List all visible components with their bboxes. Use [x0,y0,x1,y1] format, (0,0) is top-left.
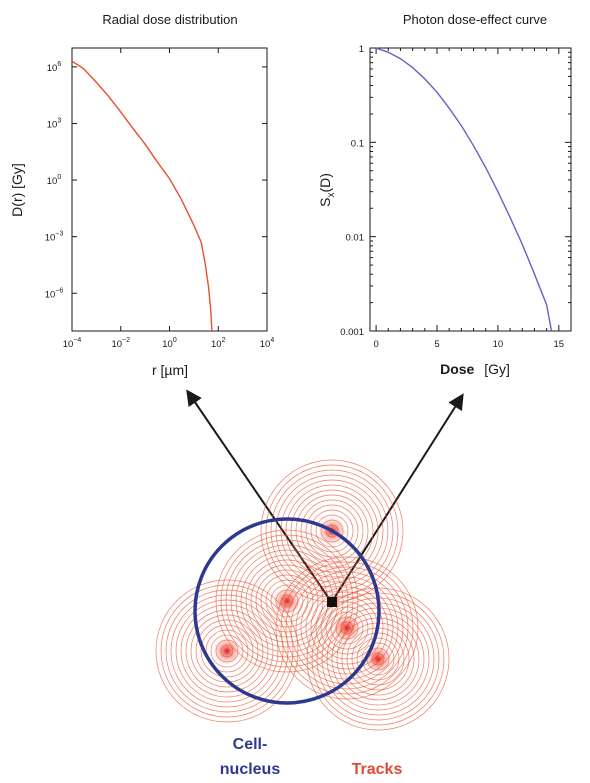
track-ring [310,591,384,665]
track-ring [255,569,319,633]
radial-dose-y-label: D(r) [Gy] [9,163,25,217]
radial-dose-frame [71,47,268,332]
track-ring [200,624,254,678]
track-ring [305,586,389,670]
photon-x-label: Dose [Gy] [440,361,510,377]
photon-dose-effect-title: Photon dose-effect curve [403,12,547,27]
track-ring [305,504,359,558]
photon-y-ticks: 1 0.1 0.01 0.001 [340,44,571,338]
point-of-interest-marker [327,597,337,607]
radial-dose-y-ticks: 106 103 100 10−3 10−6 [45,61,267,300]
radial-x-tick-label: 10−4 [63,337,82,350]
arrow-to-dose-effect [332,393,464,601]
photon-x-tick-label: 10 [493,339,504,350]
radial-y-tick-label: 103 [47,117,62,130]
photon-x-tick-label: 5 [434,339,439,350]
radial-dose-x-ticks: 10−4 10−2 100 102 104 [63,48,275,350]
track-ring [295,494,369,568]
track-ring [230,544,344,658]
track-ring [155,579,299,723]
photon-survival-curve [375,47,553,332]
track-ring [185,609,269,693]
track-ring [361,642,395,676]
track-core [333,614,361,642]
photon-y-label: Sx(D) [317,173,337,207]
track-ring [265,579,309,623]
track-ring [160,584,294,718]
tracks-label: Tracks [352,761,403,778]
track-ring [290,489,374,573]
photon-y-tick-label: 0.1 [351,138,364,149]
track-ring [180,604,274,698]
photon-x-tick-label: 15 [554,339,565,350]
photon-y-tick-label: 0.001 [340,327,364,338]
ion-track [260,459,404,603]
radial-y-tick-label: 106 [47,61,62,74]
ion-track [155,579,299,723]
photon-x-ticks: 0 5 10 15 [373,48,564,350]
radial-x-tick-label: 100 [162,337,177,350]
track-ring [280,561,414,695]
photon-dose-effect-frame [369,47,572,332]
track-ring [190,614,264,688]
radial-dose-x-label: r [µm] [152,362,188,378]
track-ring [356,637,400,681]
radial-y-tick-label: 10−3 [45,231,64,244]
photon-x-tick-label: 0 [373,339,378,350]
radial-dose-chart: Radial dose distribution 10−4 10−2 100 102 1… [9,12,274,378]
track-ring [315,514,349,548]
track-ring [280,479,384,583]
track-ring [175,599,279,703]
radial-x-tick-label: 104 [260,337,275,350]
photon-y-tick-label: 0.01 [346,233,365,244]
photon-y-tick-label: 1 [359,44,364,55]
nucleus-label-line1: Cell- [233,736,268,753]
track-ring [310,509,354,553]
radial-y-tick-label: 100 [47,174,62,187]
arrow-to-radial-dose [186,389,331,601]
track-core [213,637,241,665]
radial-y-tick-label: 10−6 [45,287,64,300]
track-ring [306,587,450,731]
radial-dose-title: Radial dose distribution [102,12,237,27]
track-core [364,645,392,673]
track-ring [300,499,364,563]
track-ring [210,634,244,668]
track-core [273,587,301,615]
radial-x-tick-label: 10−2 [111,337,130,350]
track-ring [325,606,369,650]
photon-dose-effect-chart: Photon dose-effect curve 0 5 10 15 1 0.1 0.01… [317,12,572,377]
track-ring [220,534,354,668]
track-ring [165,589,289,713]
radial-x-tick-label: 102 [211,337,226,350]
track-ring [300,581,394,675]
cell-nucleus-outline [193,517,381,705]
track-ring [275,556,419,700]
track-ring [285,566,409,690]
track-ring [290,571,404,685]
radial-dose-curve [71,60,213,332]
ion-tracks [155,459,450,731]
track-ring [320,601,374,655]
track-ring [170,594,284,708]
track-ring [260,574,314,628]
nucleus-label-line2: nucleus [220,761,281,778]
